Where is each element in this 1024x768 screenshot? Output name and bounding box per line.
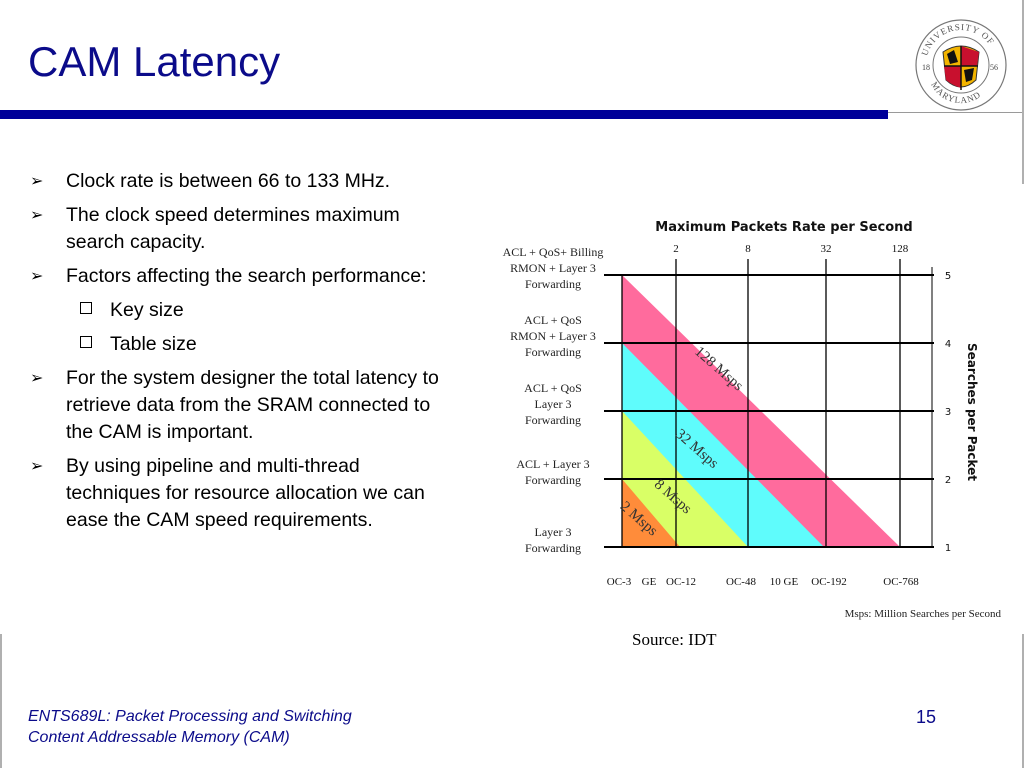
x-tick-label: 10 GE [770, 576, 799, 588]
logo-year-left: 18 [922, 63, 930, 72]
logo-year-right: 56 [990, 63, 998, 72]
y-category-label: RMON + Layer 3 [510, 261, 596, 275]
y-category-label: Layer 3 [535, 397, 572, 411]
y-category-label: Layer 3 [535, 525, 572, 539]
y-category-label: Forwarding [525, 541, 581, 555]
footer-topic: Content Addressable Memory (CAM) [28, 729, 290, 746]
chart-title: Maximum Packets Rate per Second [655, 220, 912, 235]
arrow-bullet-icon: ➢ [30, 207, 44, 224]
checkbox-bullet-icon [80, 302, 92, 314]
bullet-item: ➢ For the system designer the total late… [30, 365, 450, 446]
y-category-label: Forwarding [525, 413, 581, 427]
sub-bullet-text: Key size [110, 299, 184, 321]
x-tick-label: OC-768 [883, 576, 919, 588]
x-tick-label: OC-192 [811, 576, 846, 588]
right-tick-label: 5 [945, 271, 951, 282]
university-seal-logo: 18 56 UNIVERSITY OF MARYLAND [915, 19, 1007, 111]
x-tick-label: OC-12 [666, 576, 696, 588]
source-caption: Source: IDT [632, 630, 717, 649]
bullet-item: ➢ The clock speed determines maximum sea… [30, 202, 450, 256]
bullet-item: ➢ Clock rate is between 66 to 133 MHz. [30, 168, 450, 195]
footer: ENTS689L: Packet Processing and Switchin… [28, 706, 352, 748]
y-category-label: Forwarding [525, 277, 581, 291]
x-tick-label: OC-48 [726, 576, 756, 588]
top-tick-label: 8 [745, 243, 751, 255]
y-category-label: ACL + QoS [524, 381, 582, 395]
y-category-label: ACL + Layer 3 [516, 457, 589, 471]
bullet-text: Factors affecting the search performance… [66, 265, 427, 287]
title-rule [0, 110, 888, 119]
footer-course: ENTS689L: Packet Processing and Switchin… [28, 708, 352, 725]
chart-note: Msps: Million Searches per Second [845, 608, 1002, 620]
bullet-item: ➢ By using pipeline and multi-thread tec… [30, 453, 450, 534]
y-category-label: RMON + Layer 3 [510, 329, 596, 343]
y-category-label: ACL + QoS [524, 313, 582, 327]
arrow-bullet-icon: ➢ [30, 173, 44, 190]
sub-bullet-text: Table size [110, 333, 197, 355]
bullet-item: ➢ Factors affecting the search performan… [30, 263, 450, 290]
slide-frame-left [0, 634, 2, 768]
top-tick-label: 32 [821, 243, 832, 255]
arrow-bullet-icon: ➢ [30, 458, 44, 475]
top-tick-label: 2 [673, 243, 679, 255]
sub-bullet-item: Key size [30, 297, 450, 324]
checkbox-bullet-icon [80, 336, 92, 348]
bullet-text: For the system designer the total latenc… [66, 367, 439, 443]
slide-title: CAM Latency [28, 38, 281, 85]
sub-bullet-item: Table size [30, 331, 450, 358]
arrow-bullet-icon: ➢ [30, 268, 44, 285]
slide-frame-right [1022, 634, 1024, 768]
bullet-text: The clock speed determines maximum searc… [66, 204, 400, 253]
bullet-text: By using pipeline and multi-thread techn… [66, 455, 425, 531]
y-category-label: Forwarding [525, 345, 581, 359]
searches-per-packet-chart: Maximum Packets Rate per Second 2 8 32 128 1 2… [503, 220, 1002, 620]
page-number: 15 [916, 707, 937, 727]
y-category-label: Forwarding [525, 473, 581, 487]
arrow-bullet-icon: ➢ [30, 370, 44, 387]
slide-frame-edge [1022, 0, 1024, 184]
x-tick-label: OC-3 [607, 576, 632, 588]
title-rule-extension [888, 112, 1024, 113]
y-category-label: ACL + QoS+ Billing [503, 245, 604, 259]
right-tick-label: 1 [945, 543, 951, 554]
right-tick-label: 2 [945, 475, 951, 486]
band-2-msps [622, 479, 680, 547]
x-tick-label: GE [642, 576, 657, 588]
bullet-text: Clock rate is between 66 to 133 MHz. [66, 170, 391, 192]
bullet-list: ➢ Clock rate is between 66 to 133 MHz. ➢… [30, 168, 450, 541]
right-tick-label: 3 [945, 407, 951, 418]
right-axis-title: Searches per Packet [965, 343, 979, 481]
top-tick-label: 128 [892, 243, 909, 255]
right-tick-label: 4 [945, 339, 951, 350]
